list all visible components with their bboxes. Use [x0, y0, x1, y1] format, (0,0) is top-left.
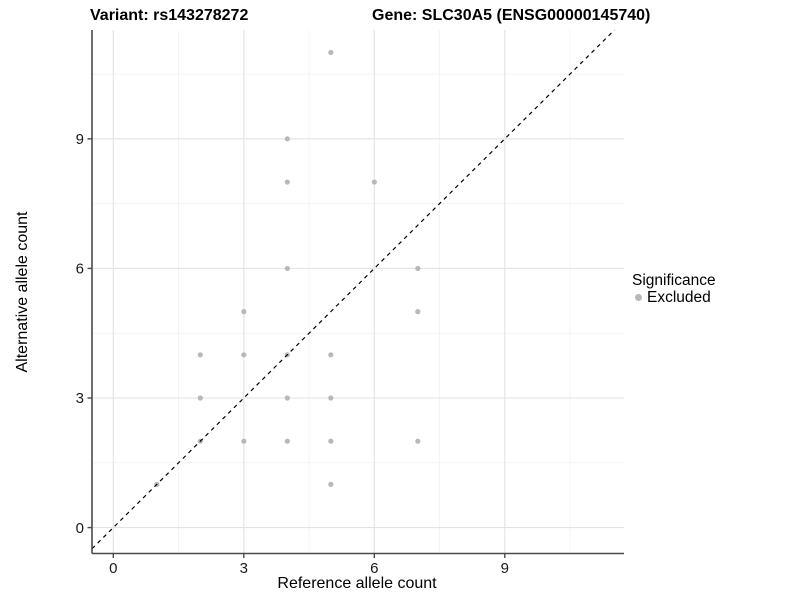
legend-item-label: Excluded [647, 289, 711, 306]
data-point [284, 438, 290, 444]
data-point [197, 395, 203, 401]
data-point [284, 136, 290, 142]
legend-title: Significance [632, 272, 716, 289]
data-point [371, 179, 377, 185]
data-point [415, 265, 421, 272]
identity-line [91, 29, 615, 550]
x-tick-label: 0 [109, 560, 117, 577]
data-point [415, 309, 421, 315]
x-axis-label: Reference allele count [277, 575, 437, 592]
gene-title: Gene: SLC30A5 (ENSG00000145740) [372, 7, 651, 24]
data-point [241, 352, 247, 358]
variant-title: Variant: rs143278272 [90, 7, 249, 24]
data-point [284, 395, 290, 401]
data-point [328, 352, 334, 358]
data-point [284, 265, 290, 272]
data-point [241, 309, 247, 315]
y-tick-label: 0 [76, 520, 84, 537]
data-point [415, 438, 421, 444]
data-point [241, 438, 247, 444]
data-point [328, 49, 334, 56]
excluded-point-icon [635, 294, 642, 301]
y-tick-label: 6 [76, 261, 84, 278]
legend-item-excluded: Excluded [630, 290, 716, 305]
x-tick-label: 9 [501, 560, 509, 577]
data-point [284, 179, 290, 185]
data-point [197, 352, 203, 358]
y-axis-label: Alternative allele count [14, 211, 31, 373]
x-tick-label: 6 [370, 560, 378, 577]
data-point [328, 481, 334, 487]
y-tick-label: 3 [76, 390, 84, 407]
x-tick-label: 3 [240, 560, 248, 577]
legend: Significance Excluded [630, 272, 716, 305]
data-point [328, 395, 334, 401]
y-tick-label: 9 [76, 131, 84, 148]
data-point [328, 438, 334, 444]
